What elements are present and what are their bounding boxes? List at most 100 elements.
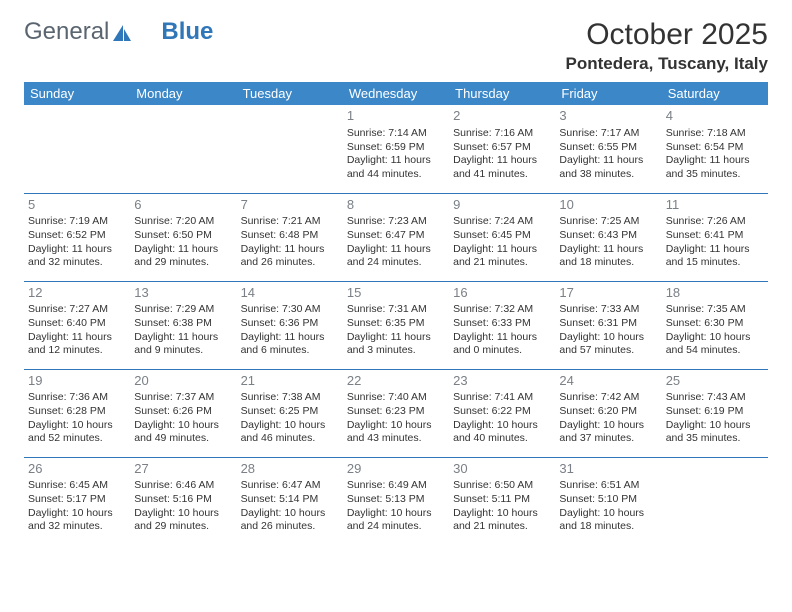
sunrise-line: Sunrise: 7:20 AM xyxy=(134,215,232,229)
day-number: 27 xyxy=(134,461,232,478)
day-number: 11 xyxy=(666,197,764,214)
weekday-header: Tuesday xyxy=(237,82,343,105)
day-number: 20 xyxy=(134,373,232,390)
calendar-day-cell: 11Sunrise: 7:26 AMSunset: 6:41 PMDayligh… xyxy=(662,193,768,281)
calendar-day-cell: 1Sunrise: 7:14 AMSunset: 6:59 PMDaylight… xyxy=(343,105,449,193)
sunrise-line: Sunrise: 6:47 AM xyxy=(241,479,339,493)
calendar-day-cell: 28Sunrise: 6:47 AMSunset: 5:14 PMDayligh… xyxy=(237,457,343,545)
sunset-line: Sunset: 6:48 PM xyxy=(241,229,339,243)
sunrise-line: Sunrise: 7:14 AM xyxy=(347,127,445,141)
month-title: October 2025 xyxy=(566,18,769,52)
sunset-line: Sunset: 6:30 PM xyxy=(666,317,764,331)
daylight-line: Daylight: 11 hours and 41 minutes. xyxy=(453,154,551,181)
daylight-line: Daylight: 10 hours and 35 minutes. xyxy=(666,419,764,446)
daylight-line: Daylight: 10 hours and 49 minutes. xyxy=(134,419,232,446)
calendar-day-cell: 5Sunrise: 7:19 AMSunset: 6:52 PMDaylight… xyxy=(24,193,130,281)
daylight-line: Daylight: 10 hours and 32 minutes. xyxy=(28,507,126,534)
sunrise-line: Sunrise: 6:46 AM xyxy=(134,479,232,493)
sunrise-line: Sunrise: 7:17 AM xyxy=(559,127,657,141)
sunset-line: Sunset: 5:14 PM xyxy=(241,493,339,507)
day-number: 13 xyxy=(134,285,232,302)
sunset-line: Sunset: 5:13 PM xyxy=(347,493,445,507)
calendar-day-cell: 30Sunrise: 6:50 AMSunset: 5:11 PMDayligh… xyxy=(449,457,555,545)
sunrise-line: Sunrise: 7:35 AM xyxy=(666,303,764,317)
daylight-line: Daylight: 10 hours and 43 minutes. xyxy=(347,419,445,446)
location-line: Pontedera, Tuscany, Italy xyxy=(566,54,769,74)
calendar-day-cell: 16Sunrise: 7:32 AMSunset: 6:33 PMDayligh… xyxy=(449,281,555,369)
calendar-day-cell: 19Sunrise: 7:36 AMSunset: 6:28 PMDayligh… xyxy=(24,369,130,457)
calendar-day-cell: 14Sunrise: 7:30 AMSunset: 6:36 PMDayligh… xyxy=(237,281,343,369)
calendar-day-cell: 29Sunrise: 6:49 AMSunset: 5:13 PMDayligh… xyxy=(343,457,449,545)
daylight-line: Daylight: 11 hours and 44 minutes. xyxy=(347,154,445,181)
sunset-line: Sunset: 5:16 PM xyxy=(134,493,232,507)
sunrise-line: Sunrise: 7:30 AM xyxy=(241,303,339,317)
weekday-header-row: Sunday Monday Tuesday Wednesday Thursday… xyxy=(24,82,768,105)
daylight-line: Daylight: 11 hours and 6 minutes. xyxy=(241,331,339,358)
sunrise-line: Sunrise: 7:18 AM xyxy=(666,127,764,141)
day-number: 30 xyxy=(453,461,551,478)
sunset-line: Sunset: 6:45 PM xyxy=(453,229,551,243)
daylight-line: Daylight: 10 hours and 18 minutes. xyxy=(559,507,657,534)
day-number: 31 xyxy=(559,461,657,478)
sunset-line: Sunset: 6:47 PM xyxy=(347,229,445,243)
sunrise-line: Sunrise: 7:31 AM xyxy=(347,303,445,317)
logo-sail-icon xyxy=(111,23,133,43)
day-number: 26 xyxy=(28,461,126,478)
daylight-line: Daylight: 11 hours and 3 minutes. xyxy=(347,331,445,358)
day-number: 25 xyxy=(666,373,764,390)
weekday-header: Saturday xyxy=(662,82,768,105)
daylight-line: Daylight: 11 hours and 12 minutes. xyxy=(28,331,126,358)
day-number: 17 xyxy=(559,285,657,302)
calendar-day-cell: 22Sunrise: 7:40 AMSunset: 6:23 PMDayligh… xyxy=(343,369,449,457)
day-number: 14 xyxy=(241,285,339,302)
sunrise-line: Sunrise: 7:25 AM xyxy=(559,215,657,229)
calendar-day-cell: 17Sunrise: 7:33 AMSunset: 6:31 PMDayligh… xyxy=(555,281,661,369)
day-number: 8 xyxy=(347,197,445,214)
calendar-week-row: 19Sunrise: 7:36 AMSunset: 6:28 PMDayligh… xyxy=(24,369,768,457)
sunrise-line: Sunrise: 7:26 AM xyxy=(666,215,764,229)
day-number: 5 xyxy=(28,197,126,214)
calendar-day-cell: 27Sunrise: 6:46 AMSunset: 5:16 PMDayligh… xyxy=(130,457,236,545)
logo: General Blue xyxy=(24,18,213,46)
sunset-line: Sunset: 6:31 PM xyxy=(559,317,657,331)
daylight-line: Daylight: 11 hours and 21 minutes. xyxy=(453,243,551,270)
sunrise-line: Sunrise: 7:38 AM xyxy=(241,391,339,405)
calendar-day-cell: 20Sunrise: 7:37 AMSunset: 6:26 PMDayligh… xyxy=(130,369,236,457)
day-number: 3 xyxy=(559,108,657,125)
day-number: 6 xyxy=(134,197,232,214)
calendar-day-cell: 26Sunrise: 6:45 AMSunset: 5:17 PMDayligh… xyxy=(24,457,130,545)
calendar-day-cell: 2Sunrise: 7:16 AMSunset: 6:57 PMDaylight… xyxy=(449,105,555,193)
calendar-day-cell: 4Sunrise: 7:18 AMSunset: 6:54 PMDaylight… xyxy=(662,105,768,193)
calendar-day-cell: 24Sunrise: 7:42 AMSunset: 6:20 PMDayligh… xyxy=(555,369,661,457)
sunset-line: Sunset: 6:26 PM xyxy=(134,405,232,419)
weekday-header: Wednesday xyxy=(343,82,449,105)
sunrise-line: Sunrise: 7:42 AM xyxy=(559,391,657,405)
calendar-day-cell: 10Sunrise: 7:25 AMSunset: 6:43 PMDayligh… xyxy=(555,193,661,281)
sunset-line: Sunset: 6:36 PM xyxy=(241,317,339,331)
daylight-line: Daylight: 11 hours and 32 minutes. xyxy=(28,243,126,270)
day-number: 18 xyxy=(666,285,764,302)
weekday-header: Sunday xyxy=(24,82,130,105)
calendar-day-cell: 15Sunrise: 7:31 AMSunset: 6:35 PMDayligh… xyxy=(343,281,449,369)
sunrise-line: Sunrise: 7:27 AM xyxy=(28,303,126,317)
sunset-line: Sunset: 6:40 PM xyxy=(28,317,126,331)
sunset-line: Sunset: 6:54 PM xyxy=(666,141,764,155)
sunrise-line: Sunrise: 7:37 AM xyxy=(134,391,232,405)
sunset-line: Sunset: 6:55 PM xyxy=(559,141,657,155)
daylight-line: Daylight: 10 hours and 46 minutes. xyxy=(241,419,339,446)
sunset-line: Sunset: 6:20 PM xyxy=(559,405,657,419)
calendar-day-cell xyxy=(130,105,236,193)
sunset-line: Sunset: 6:23 PM xyxy=(347,405,445,419)
daylight-line: Daylight: 10 hours and 26 minutes. xyxy=(241,507,339,534)
day-number: 1 xyxy=(347,108,445,125)
sunrise-line: Sunrise: 7:43 AM xyxy=(666,391,764,405)
sunrise-line: Sunrise: 7:23 AM xyxy=(347,215,445,229)
sunrise-line: Sunrise: 7:19 AM xyxy=(28,215,126,229)
sunset-line: Sunset: 5:10 PM xyxy=(559,493,657,507)
sunset-line: Sunset: 6:33 PM xyxy=(453,317,551,331)
daylight-line: Daylight: 11 hours and 9 minutes. xyxy=(134,331,232,358)
weekday-header: Thursday xyxy=(449,82,555,105)
sunset-line: Sunset: 5:11 PM xyxy=(453,493,551,507)
calendar-day-cell xyxy=(237,105,343,193)
day-number: 2 xyxy=(453,108,551,125)
